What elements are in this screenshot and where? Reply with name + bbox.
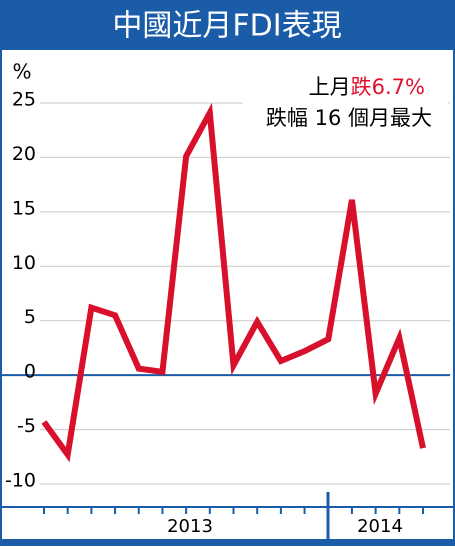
y-tick-label: 5 [24,306,36,328]
annotation-line1: 上月跌6.7% [309,75,425,99]
bottom-bar [0,539,455,546]
y-tick-label: 20 [12,143,36,165]
y-tick-label: -10 [5,470,36,492]
y-tick-label: 10 [12,252,36,274]
x-year-label: 2014 [357,516,403,537]
annotation-box [243,66,448,146]
data-line [41,102,426,463]
y-tick-label: 0 [24,361,36,383]
y-tick-label: -5 [17,415,36,437]
y-axis-label: % [12,60,31,84]
chart-title: 中國近月FDI表現 [112,9,341,44]
title-bar [0,0,455,50]
x-year-label: 2013 [167,516,213,537]
y-tick-label: 25 [12,89,36,111]
y-tick-label: 15 [12,197,36,219]
annotation-line2: 跌幅 16 個月最大 [266,106,432,130]
